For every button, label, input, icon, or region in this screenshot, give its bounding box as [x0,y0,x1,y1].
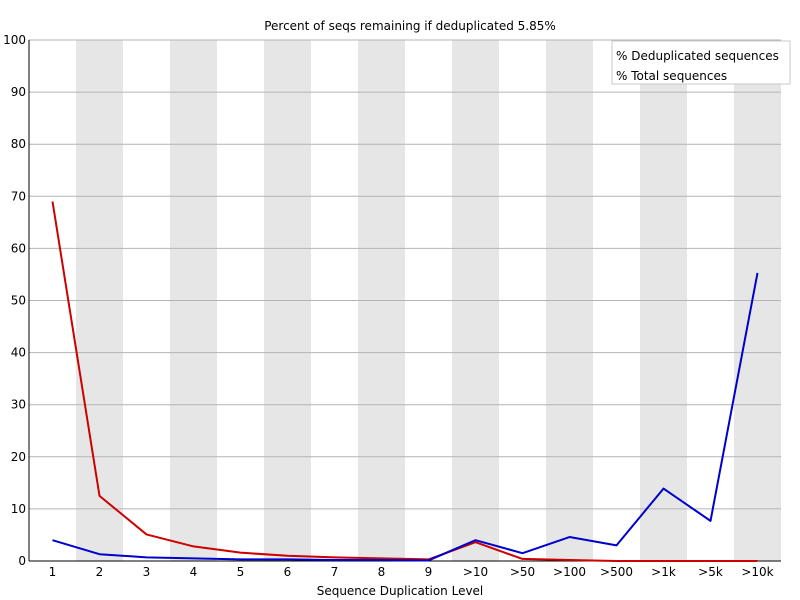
x-tick-label: 4 [190,565,198,579]
y-tick-label: 50 [11,294,26,308]
y-tick-label: 30 [11,398,26,412]
x-tick-label: 1 [49,565,57,579]
y-tick-label: 100 [3,33,26,47]
x-tick-label: 7 [331,565,339,579]
legend-entry-total: % Total sequences [616,69,727,83]
x-tick-label: 2 [96,565,104,579]
legend-entry-deduplicated: % Deduplicated sequences [616,49,779,63]
y-axis: 0 10 20 30 40 50 60 70 80 90 100 [3,33,30,568]
y-tick-label: 10 [11,502,26,516]
y-tick-label: 60 [11,241,26,255]
y-tick-label: 90 [11,85,26,99]
legend: % Deduplicated sequences % Total sequenc… [611,40,791,85]
series-lines [51,201,759,562]
chart-title: Percent of seqs remaining if deduplicate… [264,19,556,33]
x-axis-label: Sequence Duplication Level [317,584,484,598]
x-tick-label: 5 [237,565,245,579]
legend-box [611,40,791,85]
x-tick-label: >5k [698,565,723,579]
x-tick-label: 6 [284,565,292,579]
x-tick-label: >1k [651,565,676,579]
x-tick-label: >10 [463,565,488,579]
x-tick-label: >10k [741,565,773,579]
x-axis: 1 2 3 4 5 6 7 8 9 >10 >50 >100 >500 >1k >5k >10k [29,560,781,579]
x-tick-label: 9 [425,565,433,579]
y-tick-label: 80 [11,137,26,151]
x-tick-label: 3 [143,565,151,579]
series-line-1 [52,272,759,562]
x-tick-label: 8 [378,565,386,579]
y-tick-label: 70 [11,189,26,203]
x-tick-label: >50 [510,565,535,579]
y-tick-label: 20 [11,450,26,464]
y-tick-label: 40 [11,346,26,360]
series-line-0 [51,201,758,562]
x-tick-label: >100 [553,565,586,579]
y-tick-label: 0 [18,554,26,568]
x-tick-label: >500 [600,565,633,579]
